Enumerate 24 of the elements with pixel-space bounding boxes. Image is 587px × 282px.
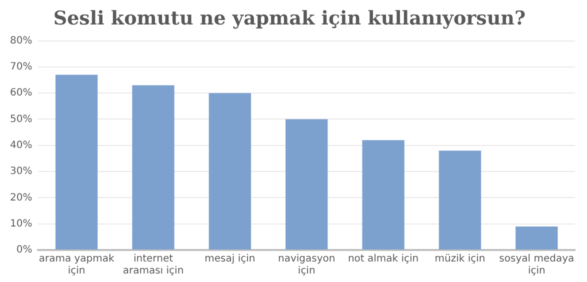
chart-title: Sesli komutu ne yapmak için kullanıyorsun? (53, 7, 526, 30)
bar (362, 140, 404, 250)
bar (55, 74, 98, 250)
bar (208, 93, 252, 250)
bar (132, 85, 174, 250)
x-tick-label: mesaj için (204, 254, 256, 265)
x-tick-label: sosyal medaya için (499, 254, 574, 277)
y-tick-label: 50% (10, 114, 32, 125)
x-tick-label: müzik için (434, 254, 486, 265)
y-tick-label: 60% (10, 88, 32, 99)
bar (286, 119, 328, 250)
bar (438, 150, 482, 250)
y-tick-label: 80% (10, 35, 32, 46)
y-tick-label: 40% (10, 140, 32, 151)
y-tick-label: 10% (10, 218, 32, 230)
x-tick-label: internet araması için (122, 254, 184, 277)
bar (516, 226, 558, 250)
y-tick-label: 30% (10, 166, 32, 178)
y-tick-label: 70% (10, 62, 32, 73)
y-tick-label: 0% (16, 244, 32, 256)
x-tick-label: navigasyon için (278, 254, 336, 277)
x-tick-label: not almak için (348, 254, 419, 265)
y-tick-label: 20% (10, 192, 32, 204)
x-tick-label: arama yapmak için (38, 254, 115, 277)
